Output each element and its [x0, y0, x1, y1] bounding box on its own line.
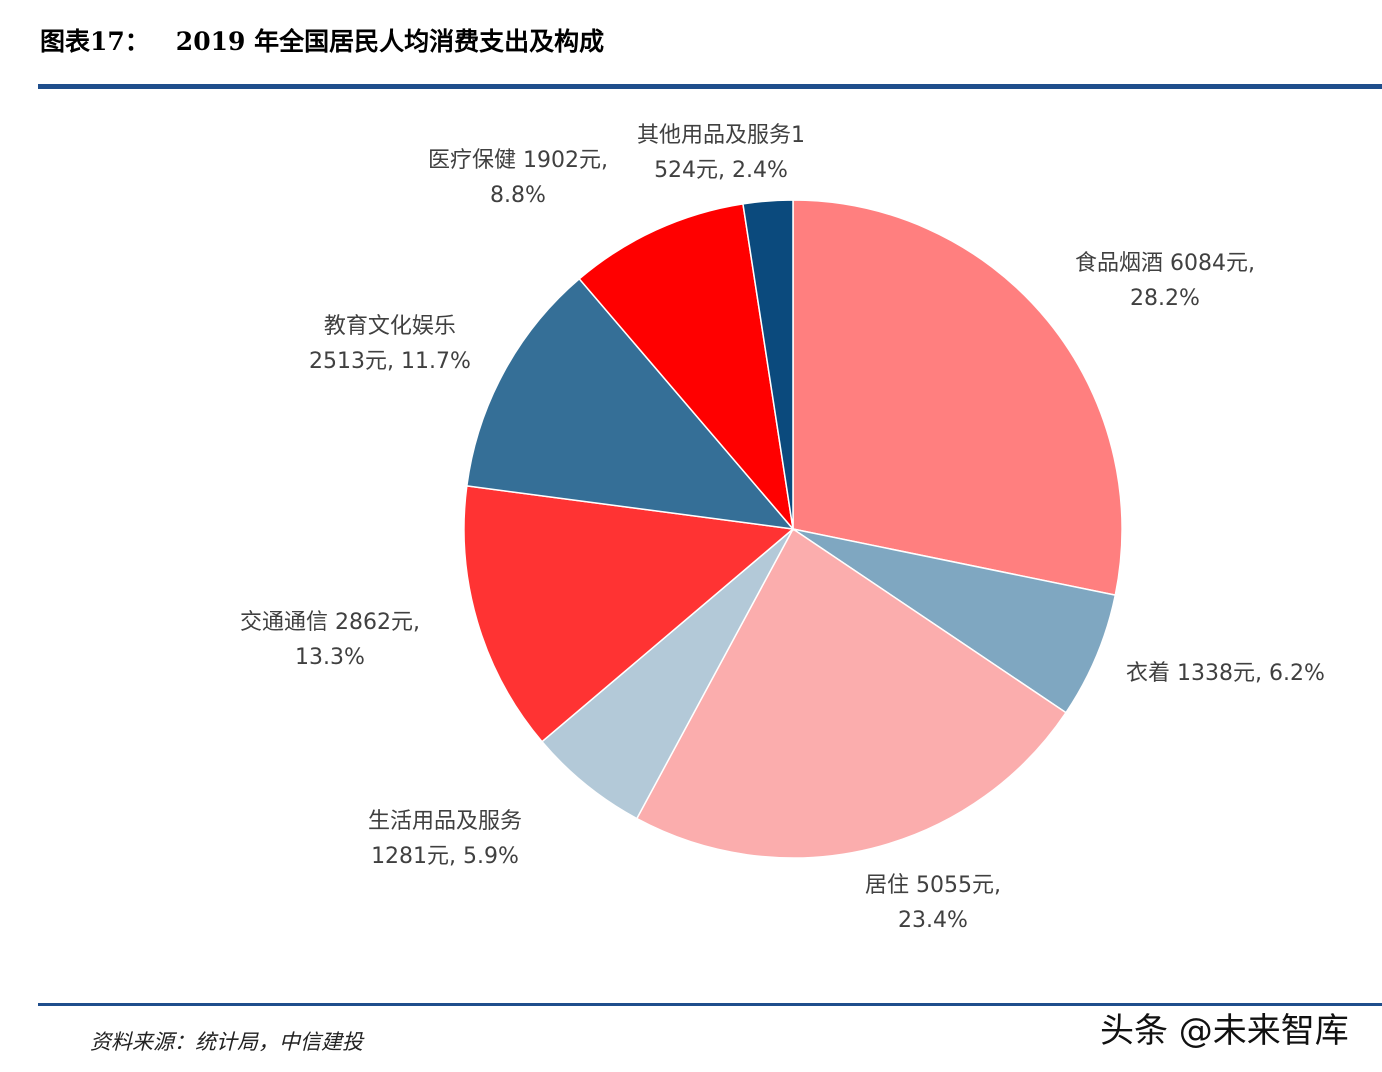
- figure-title: 2019 年全国居民人均消费支出及构成: [175, 27, 605, 56]
- label-housing: 居住 5055元, 23.4%: [865, 868, 1001, 938]
- pie-slice: [578, 202, 795, 532]
- label-housing-line2: 23.4%: [898, 908, 968, 933]
- pie-slice: [742, 199, 794, 530]
- top-rule: [38, 84, 1382, 89]
- label-food-line2: 28.2%: [1130, 286, 1200, 311]
- source-note: 资料来源：统计局，中信建投: [90, 1030, 363, 1054]
- label-education-line2: 2513元, 11.7%: [309, 349, 471, 374]
- watermark: 头条 @未来智库: [1100, 1011, 1349, 1051]
- pie-slice: [465, 277, 795, 530]
- label-medical: 医疗保健 1902元, 8.8%: [428, 143, 608, 213]
- label-other-line1: 其他用品及服务1: [637, 123, 805, 148]
- pie-slice: [463, 485, 795, 743]
- label-other-line2: 524元, 2.4%: [654, 158, 788, 183]
- label-medical-line1: 医疗保健 1902元,: [428, 148, 608, 173]
- label-transport-line2: 13.3%: [295, 645, 365, 670]
- label-education-line1: 教育文化娱乐: [323, 314, 456, 339]
- label-education: 教育文化娱乐 2513元, 11.7%: [309, 309, 471, 379]
- bottom-rule: [38, 1003, 1382, 1006]
- label-household-line2: 1281元, 5.9%: [371, 844, 519, 869]
- label-clothing-line1: 衣着 1338元, 6.2%: [1126, 661, 1325, 686]
- pie-slice: [635, 527, 1068, 859]
- label-household: 生活用品及服务 1281元, 5.9%: [368, 804, 522, 874]
- pie-slice: [792, 528, 1117, 714]
- chart-title: 图表17： 2019 年全国居民人均消费支出及构成: [40, 22, 604, 58]
- label-housing-line1: 居住 5055元,: [865, 873, 1001, 898]
- label-transport-line1: 交通通信 2862元,: [240, 610, 420, 635]
- figure-number: 图表17：: [40, 27, 150, 56]
- label-food-line1: 食品烟酒 6084元,: [1075, 251, 1255, 276]
- pie-slice: [540, 528, 794, 820]
- label-medical-line2: 8.8%: [490, 183, 546, 208]
- label-food: 食品烟酒 6084元, 28.2%: [1075, 246, 1255, 316]
- label-other: 其他用品及服务1 524元, 2.4%: [637, 118, 805, 188]
- label-clothing: 衣着 1338元, 6.2%: [1126, 656, 1325, 691]
- label-transport: 交通通信 2862元, 13.3%: [240, 605, 420, 675]
- label-household-line1: 生活用品及服务: [368, 809, 523, 834]
- pie-slices: [463, 199, 1123, 859]
- pie-slice: [792, 199, 1123, 596]
